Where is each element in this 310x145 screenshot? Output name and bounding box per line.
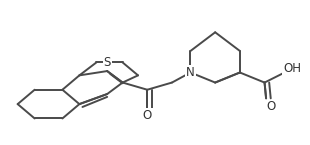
Text: N: N (186, 66, 195, 79)
Text: O: O (143, 109, 152, 122)
Text: OH: OH (283, 62, 301, 75)
Text: S: S (104, 56, 111, 69)
Text: O: O (266, 100, 275, 114)
